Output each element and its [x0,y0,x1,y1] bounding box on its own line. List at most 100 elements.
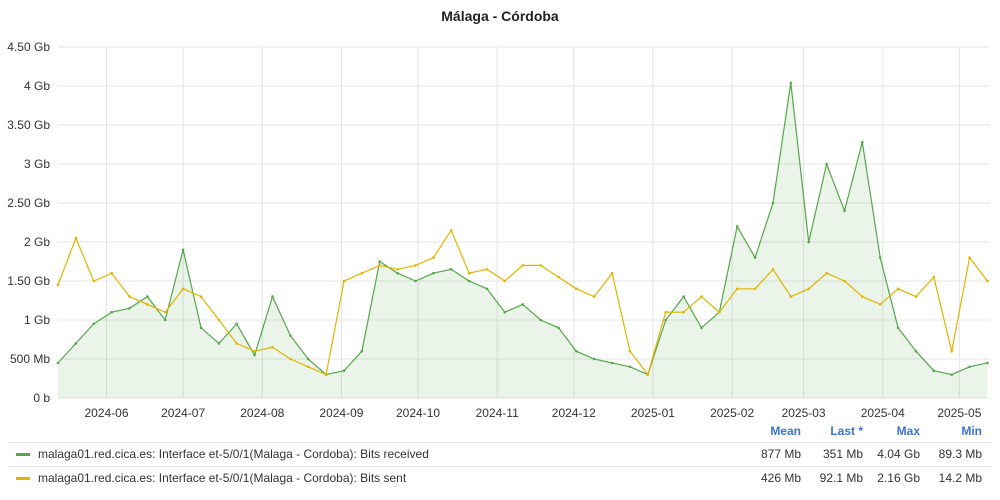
legend-header: Mean Last * Max Min [8,424,992,442]
legend-swatch-received [16,453,30,456]
legend-header-min[interactable]: Min [961,424,982,438]
y-tick-label: 1 Gb [24,313,50,327]
data-point [753,287,757,291]
data-point [414,264,417,267]
data-point [771,201,775,205]
x-tick-label: 2024-12 [552,406,596,420]
data-point [342,279,346,283]
legend-header-mean[interactable]: Mean [770,424,801,438]
legend-label-sent[interactable]: malaga01.red.cica.es: Interface et-5/0/1… [38,471,407,485]
data-point [485,287,489,291]
data-point [861,140,864,144]
data-point [199,295,203,298]
y-tick-label: 2 Gb [24,235,50,249]
legend-mean-sent: 426 Mb [760,471,801,485]
data-point [789,295,793,298]
data-point [271,346,274,349]
data-point [986,279,989,283]
legend-swatch-sent [16,477,30,480]
data-point [56,361,60,365]
data-point [378,260,382,263]
data-point [74,342,78,345]
data-point [986,361,989,365]
data-point [932,275,936,279]
data-point [449,268,453,271]
data-point [342,369,346,373]
data-point [878,303,882,306]
data-point [950,349,953,353]
data-point [181,287,185,291]
y-tick-label: 2.50 Gb [7,196,50,210]
data-point [396,271,399,275]
data-point [414,279,417,283]
data-point [700,326,703,330]
data-point [56,283,60,287]
data-point [914,295,918,298]
data-point [789,81,793,85]
data-point [92,322,95,326]
data-point [646,373,650,376]
data-point [217,318,221,322]
data-point [217,342,221,345]
data-point [306,365,310,369]
x-tick-label: 2024-09 [319,406,363,420]
data-point [432,256,435,259]
x-tick-label: 2025-03 [782,406,826,420]
data-point [324,373,328,376]
data-point [896,287,900,291]
data-point [807,287,810,291]
x-tick-label: 2024-08 [240,406,284,420]
data-point [843,209,846,213]
data-point [628,365,632,369]
data-point [110,271,113,275]
data-point [682,310,685,314]
data-point [825,162,828,166]
data-point [557,275,560,279]
data-point [199,326,203,330]
x-tick-label: 2025-01 [631,406,675,420]
data-point [932,369,936,373]
data-point [396,268,399,271]
legend-label-received[interactable]: malaga01.red.cica.es: Interface et-5/0/1… [38,447,429,461]
legend-header-last[interactable]: Last * [830,424,863,438]
data-point [682,295,685,298]
data-point [521,264,524,267]
x-tick-label: 2024-07 [161,406,205,420]
data-point [539,318,542,322]
data-point [271,295,274,298]
data-point [628,349,632,353]
data-point [610,271,614,275]
data-point [914,349,918,353]
data-point [700,295,703,298]
y-tick-label: 0 b [33,391,50,405]
data-point [110,310,113,314]
data-point [592,295,596,298]
data-point [449,229,453,232]
data-point [253,353,256,357]
legend-header-max[interactable]: Max [896,424,920,438]
x-axis: 2024-06 2024-07 2024-08 2024-09 2024-10 2024-… [84,406,981,420]
legend-row-received[interactable]: malaga01.red.cica.es: Interface et-5/0/1… [8,442,992,466]
legend-max-received: 4.04 Gb [877,447,920,461]
x-tick-label: 2024-06 [84,406,128,420]
data-point [753,256,757,259]
line-chart: 0 b 500 Mb 1 Gb 1.50 Gb 2 Gb 2.50 Gb 3 Gb 3.50 … [7,40,990,420]
x-tick-label: 2024-11 [476,406,519,420]
data-point [181,248,185,252]
data-point [432,271,435,275]
data-point [485,268,489,271]
data-point [503,310,507,314]
data-point [163,310,167,314]
legend-row-sent[interactable]: malaga01.red.cica.es: Interface et-5/0/1… [8,466,992,490]
data-point [235,342,238,345]
data-point [253,349,256,353]
series-layer [56,81,989,399]
grid [58,46,990,399]
data-point [575,349,578,353]
y-tick-label: 3 Gb [24,157,50,171]
data-point [163,318,167,322]
x-tick-label: 2025-02 [710,406,754,420]
data-point [306,357,310,361]
data-point [146,303,149,306]
